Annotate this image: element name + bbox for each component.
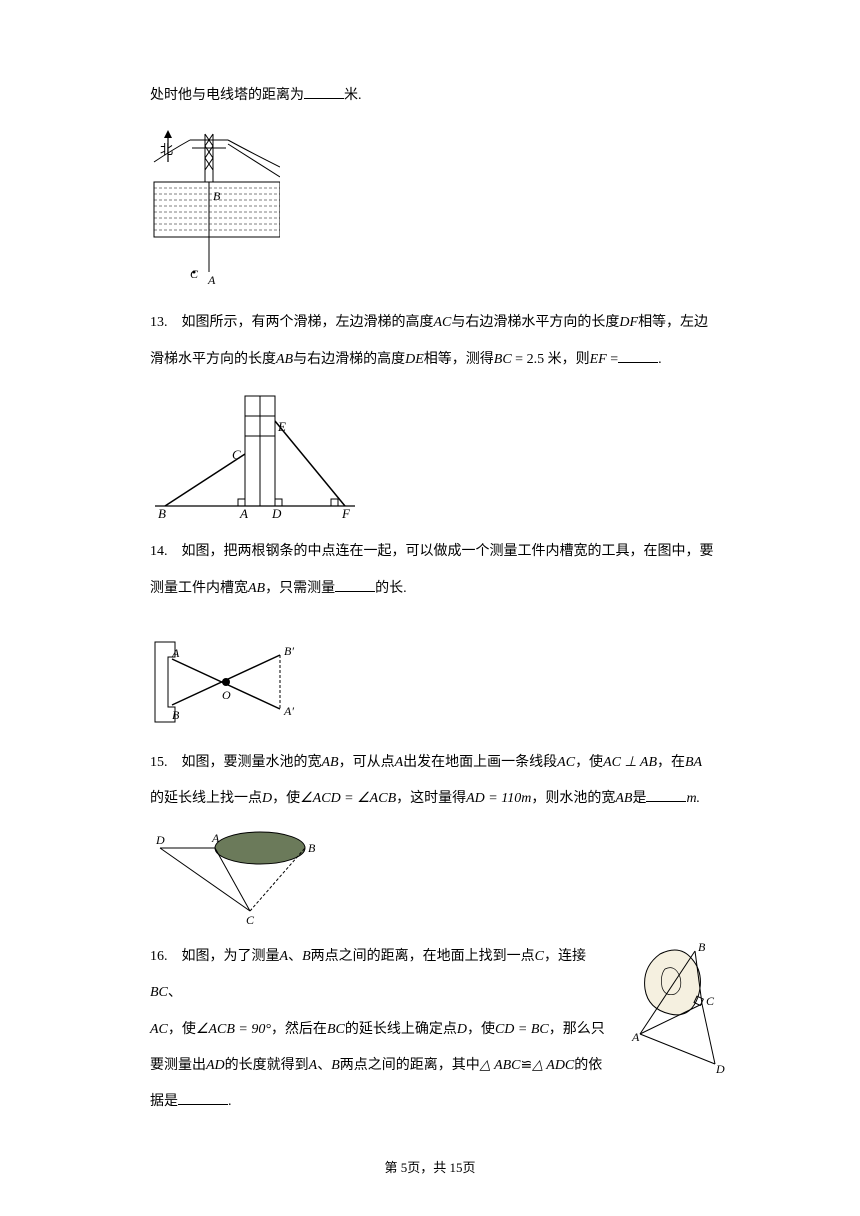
svg-text:B: B	[698, 940, 706, 954]
svg-text:B′: B′	[284, 644, 294, 658]
svg-text:A′: A′	[283, 704, 294, 718]
svg-text:D: D	[715, 1062, 725, 1076]
svg-text:A: A	[631, 1030, 640, 1044]
text: 处时他与电线塔的距离为	[150, 88, 304, 103]
figure-slide: B A D F C E	[150, 386, 730, 526]
text: 米.	[344, 88, 362, 103]
page-footer: 第 5页，共 15页	[0, 1157, 860, 1176]
svg-text:A: A	[211, 831, 220, 845]
tower-svg: 北 B C A	[150, 122, 280, 292]
q14-line2: 测量工件内槽宽AB，只需测量的长.	[150, 571, 730, 607]
blank-field	[335, 578, 375, 592]
blank-field	[178, 1091, 228, 1105]
svg-text:A: A	[239, 506, 248, 521]
svg-text:A: A	[171, 646, 180, 660]
svg-text:B: B	[308, 841, 316, 855]
blank-field	[304, 85, 344, 99]
q16-block: 16. 如图，为了测量A、B两点之间的距离，在地面上找到一点C，连接BC、 AC…	[150, 939, 730, 1121]
q16-line3: 要测量出AD的长度就得到A、B两点之间的距离，其中△ ABC≌△ ADC的依	[150, 1048, 610, 1084]
q16-line1: 16. 如图，为了测量A、B两点之间的距离，在地面上找到一点C，连接BC、	[150, 939, 610, 1012]
svg-text:C: C	[232, 447, 241, 462]
cross-svg: A B O B′ A′	[150, 637, 310, 732]
svg-text:B: B	[158, 506, 166, 521]
figure-pool: D A B C	[150, 826, 730, 931]
q13-line2: 滑梯水平方向的长度AB与右边滑梯的高度DE相等，测得BC = 2.5 米，则EF…	[150, 342, 730, 378]
blank-field	[618, 349, 658, 363]
blank-field	[646, 788, 686, 802]
label-A: A	[207, 273, 216, 287]
q13-line1: 13. 如图所示，有两个滑梯，左边滑梯的高度AC与右边滑梯水平方向的长度DF相等…	[150, 305, 730, 341]
label-B: B	[213, 189, 221, 203]
svg-text:O: O	[222, 688, 231, 702]
svg-text:D: D	[271, 506, 282, 521]
q-number: 13.	[150, 315, 168, 330]
svg-text:C: C	[246, 913, 255, 926]
q16-line4: 据是.	[150, 1084, 610, 1120]
svg-text:D: D	[155, 833, 165, 847]
figure-tower: 北 B C A	[150, 122, 730, 297]
svg-text:C: C	[706, 994, 715, 1008]
q15-line1: 15. 如图，要测量水池的宽AB，可从点A出发在地面上画一条线段AC，使AC ⊥…	[150, 745, 730, 781]
line-top-fragment: 处时他与电线塔的距离为 米.	[150, 78, 730, 114]
q16-line2: AC，使∠ACB = 90°，然后在BC的延长线上确定点D，使CD = BC，那…	[150, 1012, 610, 1048]
figure-cross: A B O B′ A′	[150, 637, 730, 737]
svg-text:B: B	[172, 708, 180, 722]
figure-lake: A B C D	[620, 939, 730, 1084]
pool-svg: D A B C	[150, 826, 330, 926]
slide-svg: B A D F C E	[150, 386, 360, 521]
lake-svg: A B C D	[620, 939, 730, 1079]
q15-line2: 的延长线上找一点D，使∠ACD = ∠ACB，这时量得AD = 110m，则水池…	[150, 781, 730, 817]
label-C: C	[190, 267, 199, 281]
north-label: 北	[160, 142, 173, 157]
svg-text:F: F	[341, 506, 351, 521]
q14-line1: 14. 如图，把两根钢条的中点连在一起，可以做成一个测量工件内槽宽的工具，在图中…	[150, 534, 730, 570]
svg-text:E: E	[277, 419, 286, 434]
